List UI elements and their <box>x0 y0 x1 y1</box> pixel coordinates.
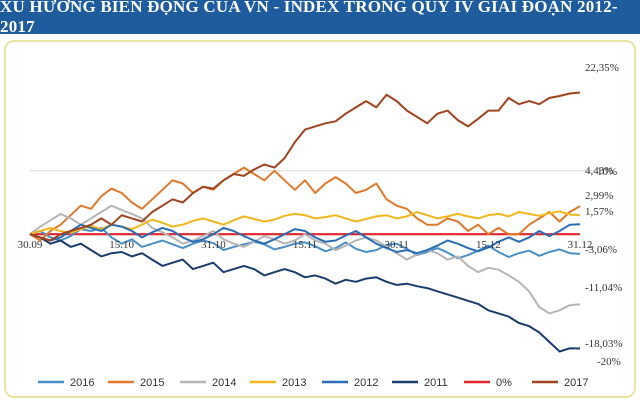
series-lines <box>29 91 581 353</box>
y-reference-labels: 10% -20% <box>597 166 621 368</box>
x-tick-label: 15.10 <box>109 239 134 251</box>
series-line-2011 <box>29 233 581 353</box>
chart-title: XU HƯỚNG BIẾN ĐỘNG CỦA VN - INDEX TRONG … <box>0 0 618 36</box>
x-tick-label: 30.11 <box>384 239 408 251</box>
legend-item-2016: 2016 <box>38 377 94 389</box>
series-line-2016 <box>29 226 581 260</box>
legend-item-2014: 2014 <box>180 377 236 389</box>
legend-item-0pct: 0% <box>464 377 512 389</box>
end-value-label: -11,04% <box>585 282 622 294</box>
end-value-label: 22,35% <box>585 62 619 74</box>
legend-label: 2016 <box>70 377 94 389</box>
legend-label: 2015 <box>140 377 164 389</box>
legend-label: 2011 <box>424 377 448 389</box>
x-tick-label: 15.11 <box>293 239 317 251</box>
end-value-label: -18,03% <box>585 338 623 350</box>
series-line-2012 <box>29 223 581 255</box>
end-value-label: 2,99% <box>585 190 613 202</box>
x-tick-label: 31.10 <box>201 239 226 251</box>
series-line-2014 <box>29 204 581 315</box>
end-value-label: 4,43% <box>585 165 613 177</box>
legend: 2016 2015 2014 2013 2012 2011 0% 2017 <box>38 377 588 389</box>
legend-label: 2013 <box>282 377 306 389</box>
end-value-labels: 22,35% 4,43% 2,99% 1,57% -3,06% -11,04% -18,03… <box>585 62 623 350</box>
chart-title-bar: XU HƯỚNG BIẾN ĐỘNG CỦA VN - INDEX TRONG … <box>0 0 640 36</box>
y-reference-label: 10% <box>597 166 617 178</box>
legend-item-2011: 2011 <box>392 377 448 389</box>
y-reference-label: -20% <box>597 356 621 368</box>
legend-item-2017: 2017 <box>532 377 588 389</box>
legend-label: 0% <box>496 377 512 389</box>
legend-item-2013: 2013 <box>250 377 306 389</box>
series-line-2015 <box>29 166 581 242</box>
end-value-label: -3,06% <box>585 244 617 256</box>
x-tick-label: 31.12 <box>568 239 593 251</box>
end-value-label: 1,57% <box>585 206 613 218</box>
x-tick-label: 15.12 <box>476 239 501 251</box>
legend-item-2012: 2012 <box>322 377 378 389</box>
legend-item-2015: 2015 <box>108 377 164 389</box>
chart-frame <box>4 40 636 398</box>
x-tick-label: 30.09 <box>18 239 43 251</box>
x-axis-ticks: 30.09 15.10 31.10 15.11 30.11 15.12 31.12 <box>18 239 593 251</box>
series-line-2017 <box>29 91 581 242</box>
legend-label: 2017 <box>564 377 588 389</box>
legend-label: 2014 <box>212 377 236 389</box>
legend-label: 2012 <box>354 377 378 389</box>
